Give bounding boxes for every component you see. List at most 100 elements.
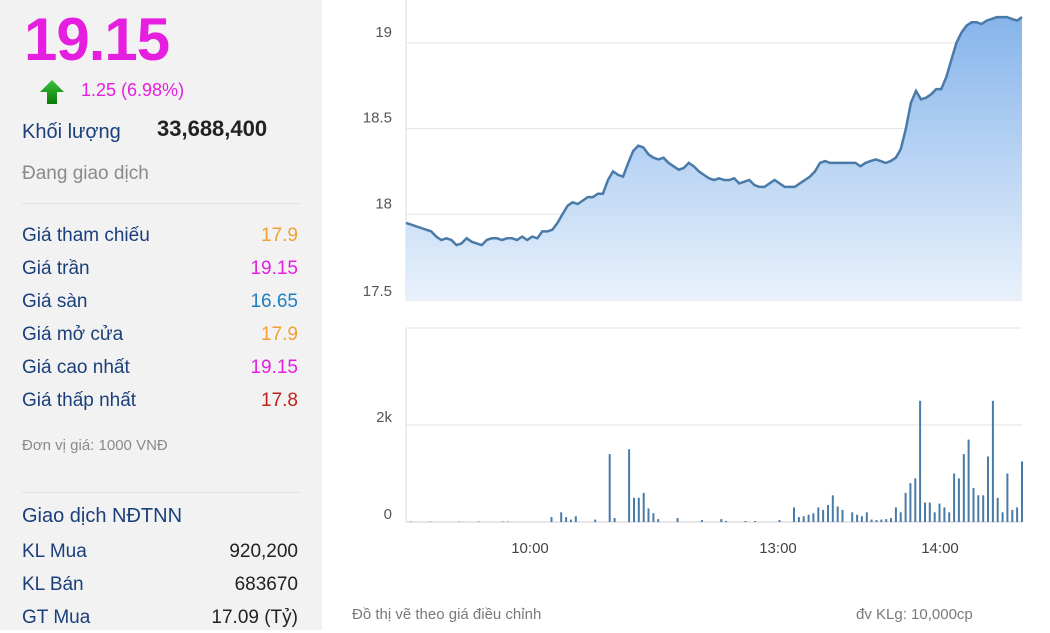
volume-bar — [875, 520, 878, 522]
volume-bar — [851, 512, 854, 522]
foreign-label: KL Mua — [22, 541, 87, 562]
volume-bar — [860, 516, 863, 522]
volume-bar — [637, 497, 640, 523]
volume-bar — [477, 521, 480, 522]
volume-bar — [899, 512, 902, 522]
volume-bar — [831, 495, 834, 522]
volume-bar — [700, 520, 703, 522]
volume-unit-note: đv KLg: 10,000cp — [856, 606, 973, 623]
volume-bar — [977, 495, 980, 522]
foreign-buy-value: GT Mua 17.09 (Tỷ) — [22, 603, 298, 633]
stat-reference-price: Giá tham chiếu 17.9 — [22, 221, 298, 251]
stat-open-price: Giá mở cửa 17.9 — [22, 320, 298, 350]
volume-bar — [924, 502, 926, 522]
price-tick-label: 18 — [375, 195, 392, 212]
volume-bars — [409, 400, 1023, 523]
foreign-value: 17.09 (Tỷ) — [211, 607, 298, 628]
volume-bar — [885, 519, 888, 522]
foreign-buy-volume: KL Mua 920,200 — [22, 537, 298, 567]
price-change: 1.25 (6.98%) — [81, 80, 185, 100]
volume-bar — [928, 502, 931, 522]
intraday-chart: 17.5 18 18.5 19 0 2k 10:00 13:00 14:00 — [363, 0, 1023, 557]
volume-bar — [613, 518, 616, 522]
stat-value: 19.15 — [250, 258, 298, 279]
volume-bar — [987, 456, 989, 522]
foreign-label: KL Bán — [22, 574, 84, 595]
volume-bar — [506, 521, 509, 522]
volume-bar — [744, 521, 747, 522]
volume-bar — [594, 519, 597, 522]
volume-bar — [802, 516, 805, 522]
volume-bar — [725, 521, 728, 522]
stat-low-price: Giá thấp nhất 17.8 — [22, 386, 298, 416]
divider — [22, 203, 300, 204]
volume-bar — [1011, 509, 1014, 522]
adjusted-price-note: Đồ thị vẽ theo giá điều chỉnh — [352, 606, 542, 623]
volume-bar — [996, 497, 999, 523]
volume-bar — [962, 454, 965, 522]
volume-bar — [933, 512, 936, 522]
volume-bar — [633, 497, 635, 523]
volume-bar — [550, 517, 553, 522]
stat-value: 17.9 — [261, 225, 298, 246]
volume-bar — [652, 513, 655, 522]
price-area — [406, 17, 1022, 300]
volume-bar — [1016, 507, 1019, 522]
volume-bar — [642, 492, 645, 522]
volume-bar — [754, 521, 757, 522]
volume-bar — [647, 508, 650, 522]
volume-tick-label: 2k — [376, 409, 392, 426]
volume-bar — [938, 503, 941, 522]
volume-bar — [569, 519, 572, 522]
volume-bar — [982, 495, 985, 522]
stat-label: Giá tham chiếu — [22, 225, 150, 246]
volume-bar — [565, 517, 568, 522]
volume-bar — [429, 521, 432, 522]
volume-bar — [676, 518, 679, 522]
volume-bar — [720, 519, 723, 522]
stat-label: Giá mở cửa — [22, 324, 124, 345]
volume-bar — [841, 509, 844, 522]
time-tick-label: 14:00 — [921, 540, 959, 557]
stat-value: 16.65 — [250, 291, 298, 312]
price-line — [405, 15, 1023, 247]
foreign-trading-title: Giao dịch NĐTNN — [22, 505, 183, 527]
price-tick-label: 19 — [375, 24, 392, 41]
volume-bar — [1006, 473, 1009, 522]
stat-label: Giá thấp nhất — [22, 390, 137, 411]
volume-tick-label: 0 — [384, 506, 392, 523]
volume-bar — [778, 520, 781, 522]
volume-bar — [919, 400, 922, 523]
volume-y-axis: 0 2k — [376, 409, 392, 523]
volume-bar — [574, 516, 577, 522]
stat-ceiling-price: Giá trần 19.15 — [22, 254, 298, 284]
volume-bar — [817, 507, 820, 522]
volume-bar — [822, 509, 825, 522]
volume-bar — [657, 519, 660, 522]
volume-bar — [812, 513, 815, 522]
volume-bar — [894, 507, 897, 522]
volume-bar — [836, 506, 839, 522]
quote-panel: 19.15 1.25 (6.98%) Khối lượng 33,688,400… — [0, 0, 322, 630]
volume-bar — [890, 518, 892, 522]
stat-floor-price: Giá sàn 16.65 — [22, 287, 298, 317]
volume-bar — [865, 512, 868, 522]
time-tick-label: 10:00 — [511, 540, 549, 557]
volume-bar — [909, 483, 912, 522]
volume-bar — [797, 517, 800, 522]
volume-bar — [827, 505, 829, 522]
trading-status: Đang giao dịch — [22, 163, 149, 184]
volume-bar — [1021, 461, 1023, 522]
volume-bar — [458, 521, 461, 522]
foreign-value: 683670 — [234, 574, 298, 595]
volume-bar — [807, 514, 810, 522]
stat-label: Giá trần — [22, 258, 90, 279]
price-y-axis: 17.5 18 18.5 19 — [363, 24, 392, 300]
volume-bar — [953, 473, 956, 522]
volume-bar — [793, 507, 795, 522]
volume-bar — [943, 507, 946, 522]
volume-bar — [914, 478, 917, 522]
volume-bar — [991, 400, 994, 523]
price-unit-note: Đơn vị giá: 1000 VNĐ — [22, 437, 168, 454]
time-axis: 10:00 13:00 14:00 — [511, 540, 959, 557]
